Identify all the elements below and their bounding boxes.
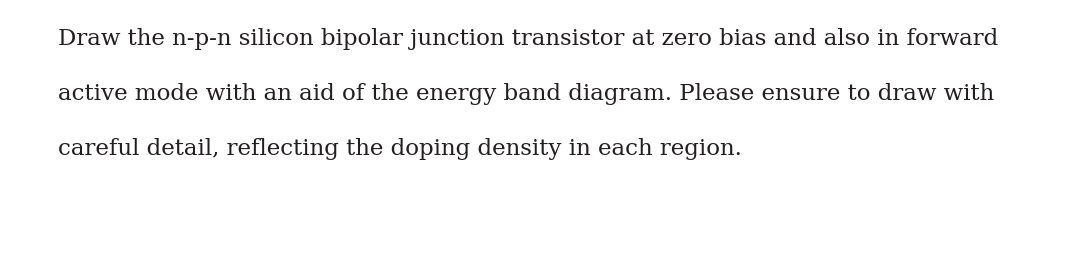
Text: active mode with an aid of the energy band diagram. Please ensure to draw with: active mode with an aid of the energy ba… bbox=[58, 83, 995, 105]
Text: careful detail, reflecting the doping density in each region.: careful detail, reflecting the doping de… bbox=[58, 138, 742, 160]
Text: Draw the n-p-n silicon bipolar junction transistor at zero bias and also in forw: Draw the n-p-n silicon bipolar junction … bbox=[58, 28, 999, 50]
